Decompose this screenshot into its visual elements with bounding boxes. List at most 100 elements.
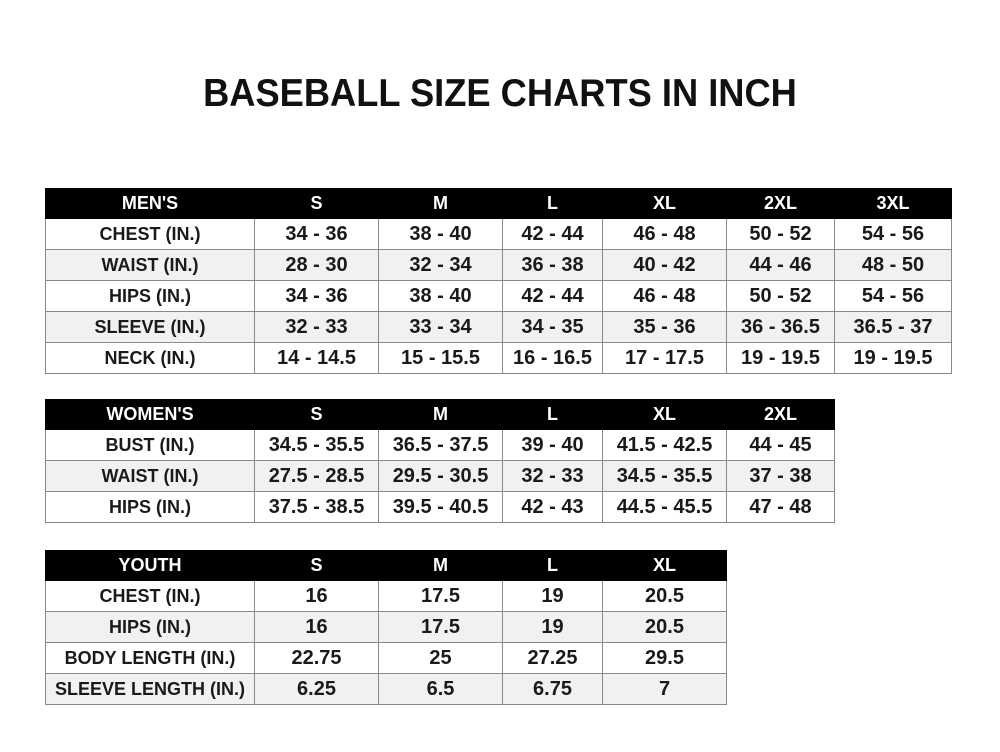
size-value: 20.5 [602, 611, 727, 643]
youth-size-table: YOUTH S M L XL CHEST (IN.) 16 17.5 19 20.5 HIPS (I… [45, 550, 727, 705]
measurement-label: BUST (IN.) [45, 429, 255, 461]
size-header: S [254, 399, 379, 430]
table-row: NECK (IN.) 14 - 14.5 15 - 15.5 16 - 16.5 17 … [45, 342, 952, 374]
measurement-label: SLEEVE LENGTH (IN.) [45, 673, 255, 705]
table-row: CHEST (IN.) 34 - 36 38 - 40 42 - 44 46 - 48 5… [45, 218, 952, 250]
size-value: 54 - 56 [834, 280, 952, 312]
size-value: 33 - 34 [378, 311, 503, 343]
size-header: XL [602, 550, 727, 581]
size-value: 37.5 - 38.5 [254, 491, 379, 523]
measurement-label: HIPS (IN.) [45, 280, 255, 312]
header-row: MEN'S S M L XL 2XL 3XL [45, 188, 952, 219]
size-value: 6.75 [502, 673, 603, 705]
size-value: 20.5 [602, 580, 727, 612]
table-row: WAIST (IN.) 27.5 - 28.5 29.5 - 30.5 32 - 33… [45, 460, 835, 492]
size-value: 50 - 52 [726, 280, 835, 312]
size-value: 39.5 - 40.5 [378, 491, 503, 523]
size-value: 38 - 40 [378, 280, 503, 312]
measurement-label: BODY LENGTH (IN.) [45, 642, 255, 674]
size-header: L [502, 550, 603, 581]
size-value: 36.5 - 37.5 [378, 429, 503, 461]
measurement-label: HIPS (IN.) [45, 491, 255, 523]
size-header: 2XL [726, 399, 835, 430]
size-value: 14 - 14.5 [254, 342, 379, 374]
size-value: 32 - 34 [378, 249, 503, 281]
size-value: 34.5 - 35.5 [254, 429, 379, 461]
size-value: 36 - 38 [502, 249, 603, 281]
size-value: 19 - 19.5 [834, 342, 952, 374]
size-value: 34 - 36 [254, 218, 379, 250]
mens-size-table: MEN'S S M L XL 2XL 3XL CHEST (IN.) 34 - 36 38 - 4… [45, 188, 952, 374]
size-value: 15 - 15.5 [378, 342, 503, 374]
size-value: 29.5 - 30.5 [378, 460, 503, 492]
size-value: 42 - 44 [502, 218, 603, 250]
size-value: 17.5 [378, 580, 503, 612]
table-row: SLEEVE LENGTH (IN.) 6.25 6.5 6.75 7 [45, 673, 727, 705]
measurement-label: NECK (IN.) [45, 342, 255, 374]
size-value: 6.5 [378, 673, 503, 705]
size-value: 35 - 36 [602, 311, 727, 343]
size-value: 16 - 16.5 [502, 342, 603, 374]
size-header: L [502, 188, 603, 219]
size-value: 44.5 - 45.5 [602, 491, 727, 523]
measurement-label: WAIST (IN.) [45, 249, 255, 281]
size-value: 25 [378, 642, 503, 674]
measurement-label: SLEEVE (IN.) [45, 311, 255, 343]
size-value: 50 - 52 [726, 218, 835, 250]
size-header: S [254, 550, 379, 581]
size-value: 17.5 [378, 611, 503, 643]
size-value: 28 - 30 [254, 249, 379, 281]
size-value: 38 - 40 [378, 218, 503, 250]
header-row: YOUTH S M L XL [45, 550, 727, 581]
size-value: 48 - 50 [834, 249, 952, 281]
header-row: WOMEN'S S M L XL 2XL [45, 399, 835, 430]
womens-size-table: WOMEN'S S M L XL 2XL BUST (IN.) 34.5 - 35.5 36.5… [45, 399, 835, 523]
table-row: BODY LENGTH (IN.) 22.75 25 27.25 29.5 [45, 642, 727, 674]
size-value: 36.5 - 37 [834, 311, 952, 343]
size-value: 32 - 33 [502, 460, 603, 492]
size-value: 39 - 40 [502, 429, 603, 461]
size-header: 3XL [834, 188, 952, 219]
size-value: 16 [254, 611, 379, 643]
category-header: YOUTH [45, 550, 255, 581]
size-header: XL [602, 188, 727, 219]
size-value: 34 - 35 [502, 311, 603, 343]
size-header: S [254, 188, 379, 219]
size-header: M [378, 399, 503, 430]
size-value: 16 [254, 580, 379, 612]
measurement-label: WAIST (IN.) [45, 460, 255, 492]
table-row: CHEST (IN.) 16 17.5 19 20.5 [45, 580, 727, 612]
size-header: 2XL [726, 188, 835, 219]
size-value: 7 [602, 673, 727, 705]
size-value: 34 - 36 [254, 280, 379, 312]
size-value: 41.5 - 42.5 [602, 429, 727, 461]
size-value: 40 - 42 [602, 249, 727, 281]
table-row: SLEEVE (IN.) 32 - 33 33 - 34 34 - 35 35 - 36… [45, 311, 952, 343]
table-row: BUST (IN.) 34.5 - 35.5 36.5 - 37.5 39 - 40 4… [45, 429, 835, 461]
size-value: 54 - 56 [834, 218, 952, 250]
size-value: 19 - 19.5 [726, 342, 835, 374]
size-value: 22.75 [254, 642, 379, 674]
measurement-label: CHEST (IN.) [45, 580, 255, 612]
size-value: 44 - 46 [726, 249, 835, 281]
size-value: 6.25 [254, 673, 379, 705]
size-value: 19 [502, 580, 603, 612]
size-value: 34.5 - 35.5 [602, 460, 727, 492]
size-value: 46 - 48 [602, 280, 727, 312]
size-header: M [378, 550, 503, 581]
size-header: XL [602, 399, 727, 430]
size-header: M [378, 188, 503, 219]
size-value: 36 - 36.5 [726, 311, 835, 343]
size-value: 27.25 [502, 642, 603, 674]
table-row: HIPS (IN.) 16 17.5 19 20.5 [45, 611, 727, 643]
table-row: HIPS (IN.) 37.5 - 38.5 39.5 - 40.5 42 - 43 4… [45, 491, 835, 523]
size-value: 17 - 17.5 [602, 342, 727, 374]
size-value: 44 - 45 [726, 429, 835, 461]
size-value: 29.5 [602, 642, 727, 674]
size-value: 47 - 48 [726, 491, 835, 523]
table-row: HIPS (IN.) 34 - 36 38 - 40 42 - 44 46 - 48 50… [45, 280, 952, 312]
size-value: 42 - 43 [502, 491, 603, 523]
size-value: 19 [502, 611, 603, 643]
size-value: 46 - 48 [602, 218, 727, 250]
measurement-label: CHEST (IN.) [45, 218, 255, 250]
